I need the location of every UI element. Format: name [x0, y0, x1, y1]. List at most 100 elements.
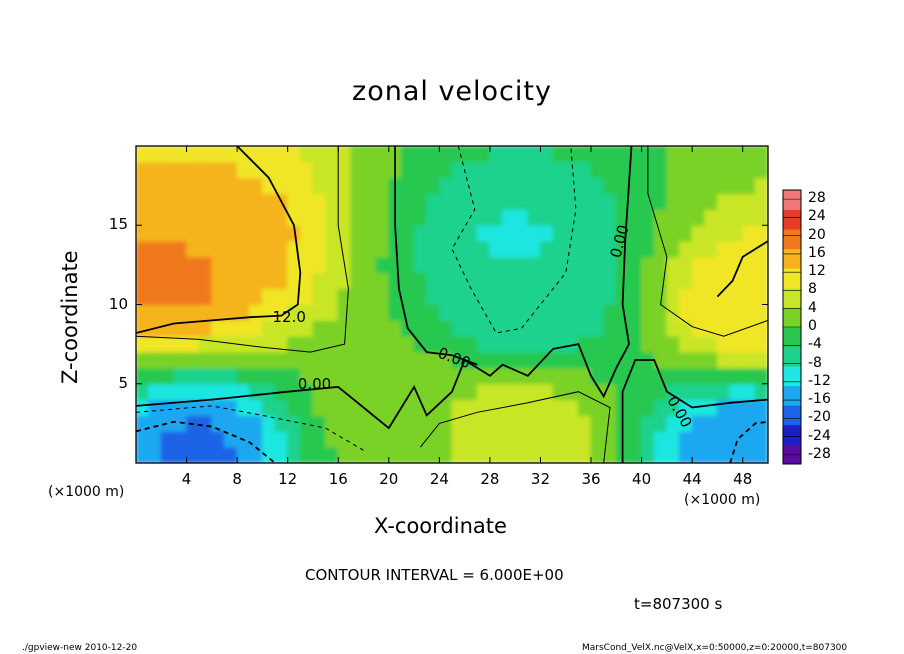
field-cell [489, 288, 504, 305]
field-cell [388, 304, 402, 321]
field-cell [363, 193, 377, 210]
field-cell [375, 288, 390, 305]
field-cell [716, 351, 731, 369]
field-cell [729, 177, 744, 195]
field-cell [312, 272, 327, 290]
field-cell [400, 161, 415, 179]
field-cell [198, 383, 213, 401]
field-cell [742, 319, 756, 337]
field-cell [312, 288, 327, 305]
field-cell [236, 272, 251, 290]
field-cell [666, 272, 681, 290]
field-cell [261, 161, 276, 179]
field-cell [375, 319, 390, 337]
field-cell [704, 256, 718, 274]
field-cell [514, 177, 529, 195]
field-cell [754, 193, 768, 210]
field-cell [261, 272, 276, 290]
field-cell [261, 430, 276, 448]
field-cell [426, 256, 440, 274]
field-cell [198, 446, 213, 463]
field-cell [312, 193, 327, 210]
colorbar-label: 4 [808, 299, 817, 316]
field-cell [729, 256, 744, 274]
field-cell [603, 414, 617, 432]
field-cell [413, 399, 428, 416]
field-cell [249, 304, 263, 321]
field-cell [451, 304, 466, 321]
field-cell [679, 288, 693, 305]
field-cell [489, 399, 504, 416]
field-cell [666, 256, 681, 274]
field-cell [527, 272, 541, 290]
field-cell [287, 256, 301, 274]
field-cell [413, 383, 428, 401]
field-cell [350, 161, 365, 179]
field-cell [249, 383, 263, 401]
field-cell [363, 351, 377, 369]
field-cell [363, 383, 377, 401]
field-cell [527, 319, 541, 337]
contour-interval-label: CONTOUR INTERVAL = 6.000E+00 [305, 566, 564, 584]
field-cell [249, 208, 263, 226]
field-cell [464, 414, 478, 432]
field-cell [742, 335, 756, 353]
field-cell [514, 272, 529, 290]
contour-neg6-upper [451, 146, 577, 334]
field-cell [464, 146, 478, 163]
field-cell [577, 319, 592, 337]
field-cell [489, 161, 504, 179]
field-cell [577, 288, 592, 305]
field-cell [211, 240, 225, 258]
field-cell [628, 414, 643, 432]
field-cell [527, 240, 541, 258]
field-cell [527, 399, 541, 416]
field-cell [628, 193, 643, 210]
field-cell [236, 224, 251, 242]
field-cell [476, 367, 491, 385]
field-cell [565, 146, 579, 163]
field-cell [666, 304, 681, 321]
field-cell [641, 288, 655, 305]
field-cell [502, 161, 516, 179]
contour-zero-line [136, 146, 633, 430]
field-cell [426, 414, 440, 432]
field-cell [337, 240, 352, 258]
field-cell [539, 335, 554, 353]
field-cell [653, 240, 668, 258]
field-cell [249, 446, 263, 463]
field-cell [666, 399, 681, 416]
field-cell [312, 256, 327, 274]
field-cell [679, 193, 693, 210]
field-cell [628, 304, 643, 321]
field-cell [729, 446, 744, 463]
field-cell [754, 367, 768, 385]
field-cell [388, 414, 402, 432]
field-cell [223, 319, 238, 337]
field-cell [451, 224, 466, 242]
field-cell [742, 146, 756, 163]
field-cell [653, 146, 668, 163]
field-cell [476, 224, 491, 242]
field-cell [261, 383, 276, 401]
field-cell [148, 288, 162, 305]
field-cell [287, 430, 301, 448]
field-cell [628, 256, 643, 274]
field-cell [679, 351, 693, 369]
field-cell [666, 446, 681, 463]
field-cell [679, 256, 693, 274]
field-cell [173, 446, 188, 463]
field-cell [704, 177, 718, 195]
field-cell [261, 446, 276, 463]
field-cell [641, 367, 655, 385]
field-cell [148, 256, 162, 274]
field-cell [363, 208, 377, 226]
field-cell [160, 383, 175, 401]
field-cell [160, 177, 175, 195]
field-cell [641, 304, 655, 321]
field-cell [236, 335, 251, 353]
field-cell [666, 335, 681, 353]
field-cell [729, 224, 744, 242]
field-cell [653, 430, 668, 448]
field-cell [148, 304, 162, 321]
